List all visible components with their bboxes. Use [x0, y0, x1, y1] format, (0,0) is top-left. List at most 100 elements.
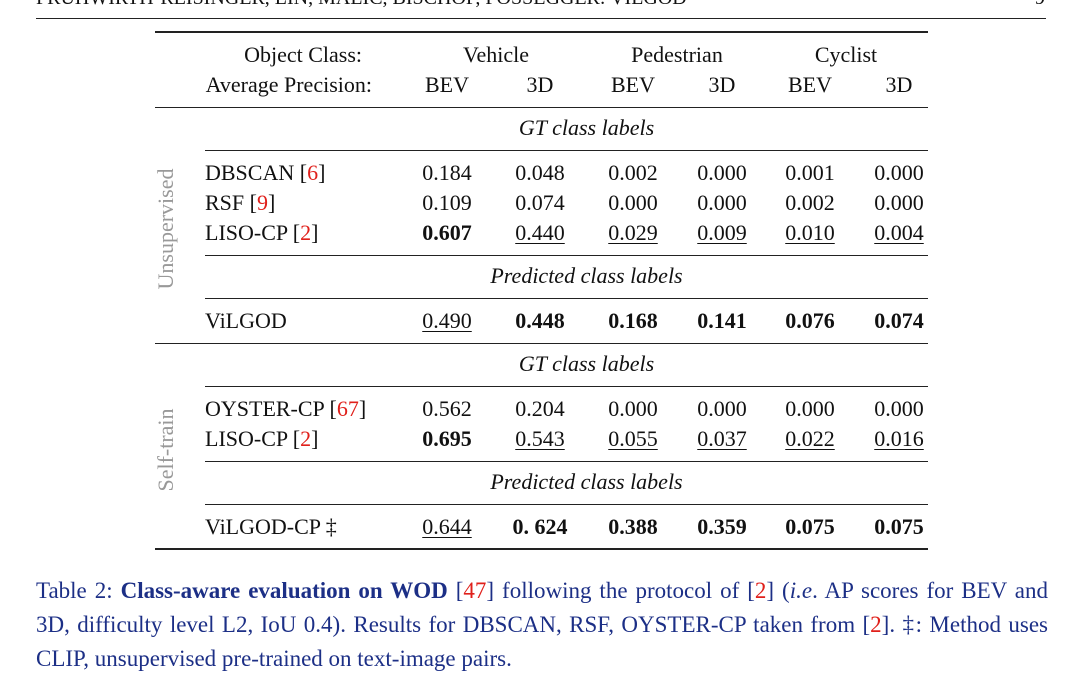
cell: 0.037	[697, 426, 747, 451]
cell: 0.074	[874, 308, 924, 333]
header-class: Cyclist	[814, 42, 878, 67]
section-title: GT class labels	[518, 351, 655, 376]
method-part: ]	[318, 160, 326, 185]
cell: 0.029	[608, 220, 658, 245]
method-part: ViLGOD	[205, 308, 287, 333]
rule	[205, 460, 928, 462]
method-part: ]	[358, 396, 367, 421]
method-part: DBSCAN [	[205, 160, 308, 185]
method: LISO-CP [2]	[205, 426, 318, 452]
cell: 0.607	[422, 220, 472, 245]
page-number: 9	[1035, 0, 1045, 11]
rule	[205, 297, 928, 299]
caption-part: 47	[463, 578, 487, 603]
header-label: Object Class:	[244, 42, 362, 67]
method: OYSTER-CP [67]	[205, 396, 366, 422]
cell: 0.000	[874, 396, 924, 421]
cell: 0.055	[608, 426, 658, 451]
cell: 0.075	[785, 514, 835, 539]
header-metric: 3D	[526, 72, 554, 97]
caption-part: Class-aware evaluation on WOD	[120, 578, 448, 603]
cell: 0.004	[874, 220, 924, 245]
cell: 0.000	[874, 190, 924, 215]
method-part: 2	[300, 220, 312, 245]
caption-part: i.e	[789, 578, 813, 603]
cell: 0.141	[697, 308, 747, 333]
method: DBSCAN [6]	[205, 160, 325, 186]
method-part: LISO-CP [	[205, 426, 301, 451]
method-part: ]	[311, 220, 319, 245]
caption-part: ] (	[766, 578, 790, 603]
cell: 0.000	[608, 396, 658, 421]
rule	[155, 106, 928, 108]
cell: 0.000	[608, 190, 658, 215]
caption-part: [	[447, 578, 464, 603]
method: LISO-CP [2]	[205, 220, 318, 246]
group-label: Unsupervised	[153, 168, 178, 290]
cell: 0.204	[515, 396, 565, 421]
header-metric: BEV	[788, 72, 832, 97]
method-part: RSF [	[205, 190, 257, 215]
header-class: Vehicle	[463, 42, 529, 67]
cell: 0.000	[697, 190, 747, 215]
cell: 0.644	[422, 514, 472, 539]
header-label: Average Precision:	[205, 72, 372, 97]
method-part: 2	[300, 426, 312, 451]
cell: 0.001	[785, 160, 835, 185]
caption-part: ] following the protocol of [	[486, 578, 755, 603]
method-part: OYSTER-CP [	[205, 396, 337, 421]
running-title: FRUHWIRTH-REISINGER, LIN, MALIC, BISCHOF…	[36, 0, 687, 11]
cell: 0.074	[515, 190, 565, 215]
cell: 0.490	[422, 308, 472, 333]
cell: 0.022	[785, 426, 835, 451]
method-part: ViLGOD-CP ‡	[205, 514, 337, 539]
cell: 0.009	[697, 220, 747, 245]
rule	[205, 149, 928, 151]
cell: 0.076	[785, 308, 835, 333]
cell: 0.010	[785, 220, 835, 245]
header-metric: 3D	[708, 72, 736, 97]
header-metric: 3D	[885, 72, 913, 97]
method-part: LISO-CP [	[205, 220, 301, 245]
caption: Table 2: Class-aware evaluation on WOD […	[36, 574, 1048, 676]
cell: 0.109	[422, 190, 472, 215]
section-title: Predicted class labels	[490, 469, 683, 494]
group-label: Self-train	[153, 408, 178, 492]
header-class: Pedestrian	[631, 42, 723, 67]
cell: 0.000	[785, 396, 835, 421]
method-part: 67	[336, 396, 359, 421]
method-part: 6	[307, 160, 319, 185]
method: ViLGOD	[205, 308, 287, 334]
cell: 0.075	[874, 514, 924, 539]
cell: 0.562	[422, 396, 472, 421]
cell: 0.002	[608, 160, 658, 185]
rule	[205, 385, 928, 387]
header-rule	[36, 18, 1046, 19]
method: ViLGOD-CP ‡	[205, 514, 337, 540]
cell: 0.448	[515, 308, 565, 333]
cell: 0.440	[515, 220, 565, 245]
cell: 0.359	[697, 514, 747, 539]
rule	[205, 254, 928, 256]
cell: 0.002	[785, 190, 835, 215]
cell: 0.000	[697, 160, 747, 185]
cell: 0.000	[874, 160, 924, 185]
rule	[155, 31, 928, 33]
header-metric: BEV	[425, 72, 469, 97]
rule	[205, 503, 928, 505]
rule	[155, 548, 928, 550]
caption-part: 2	[870, 612, 882, 637]
cell: 0.695	[422, 426, 472, 451]
cell: 0.048	[515, 160, 565, 185]
caption-part: ]. ‡: Method uses CLIP, unsupervised pre…	[36, 612, 1048, 671]
caption-part: . AP scores for BEV and 3D, difficulty l…	[36, 578, 1049, 637]
cell: 0.016	[874, 426, 924, 451]
method: RSF [9]	[205, 190, 275, 216]
cell: 0.000	[697, 396, 747, 421]
section-title: GT class labels	[518, 115, 655, 140]
method-part: 9	[256, 190, 268, 215]
cell: 0.184	[422, 160, 472, 185]
cell: 0.388	[608, 514, 658, 539]
caption-part: Table 2:	[36, 578, 121, 603]
